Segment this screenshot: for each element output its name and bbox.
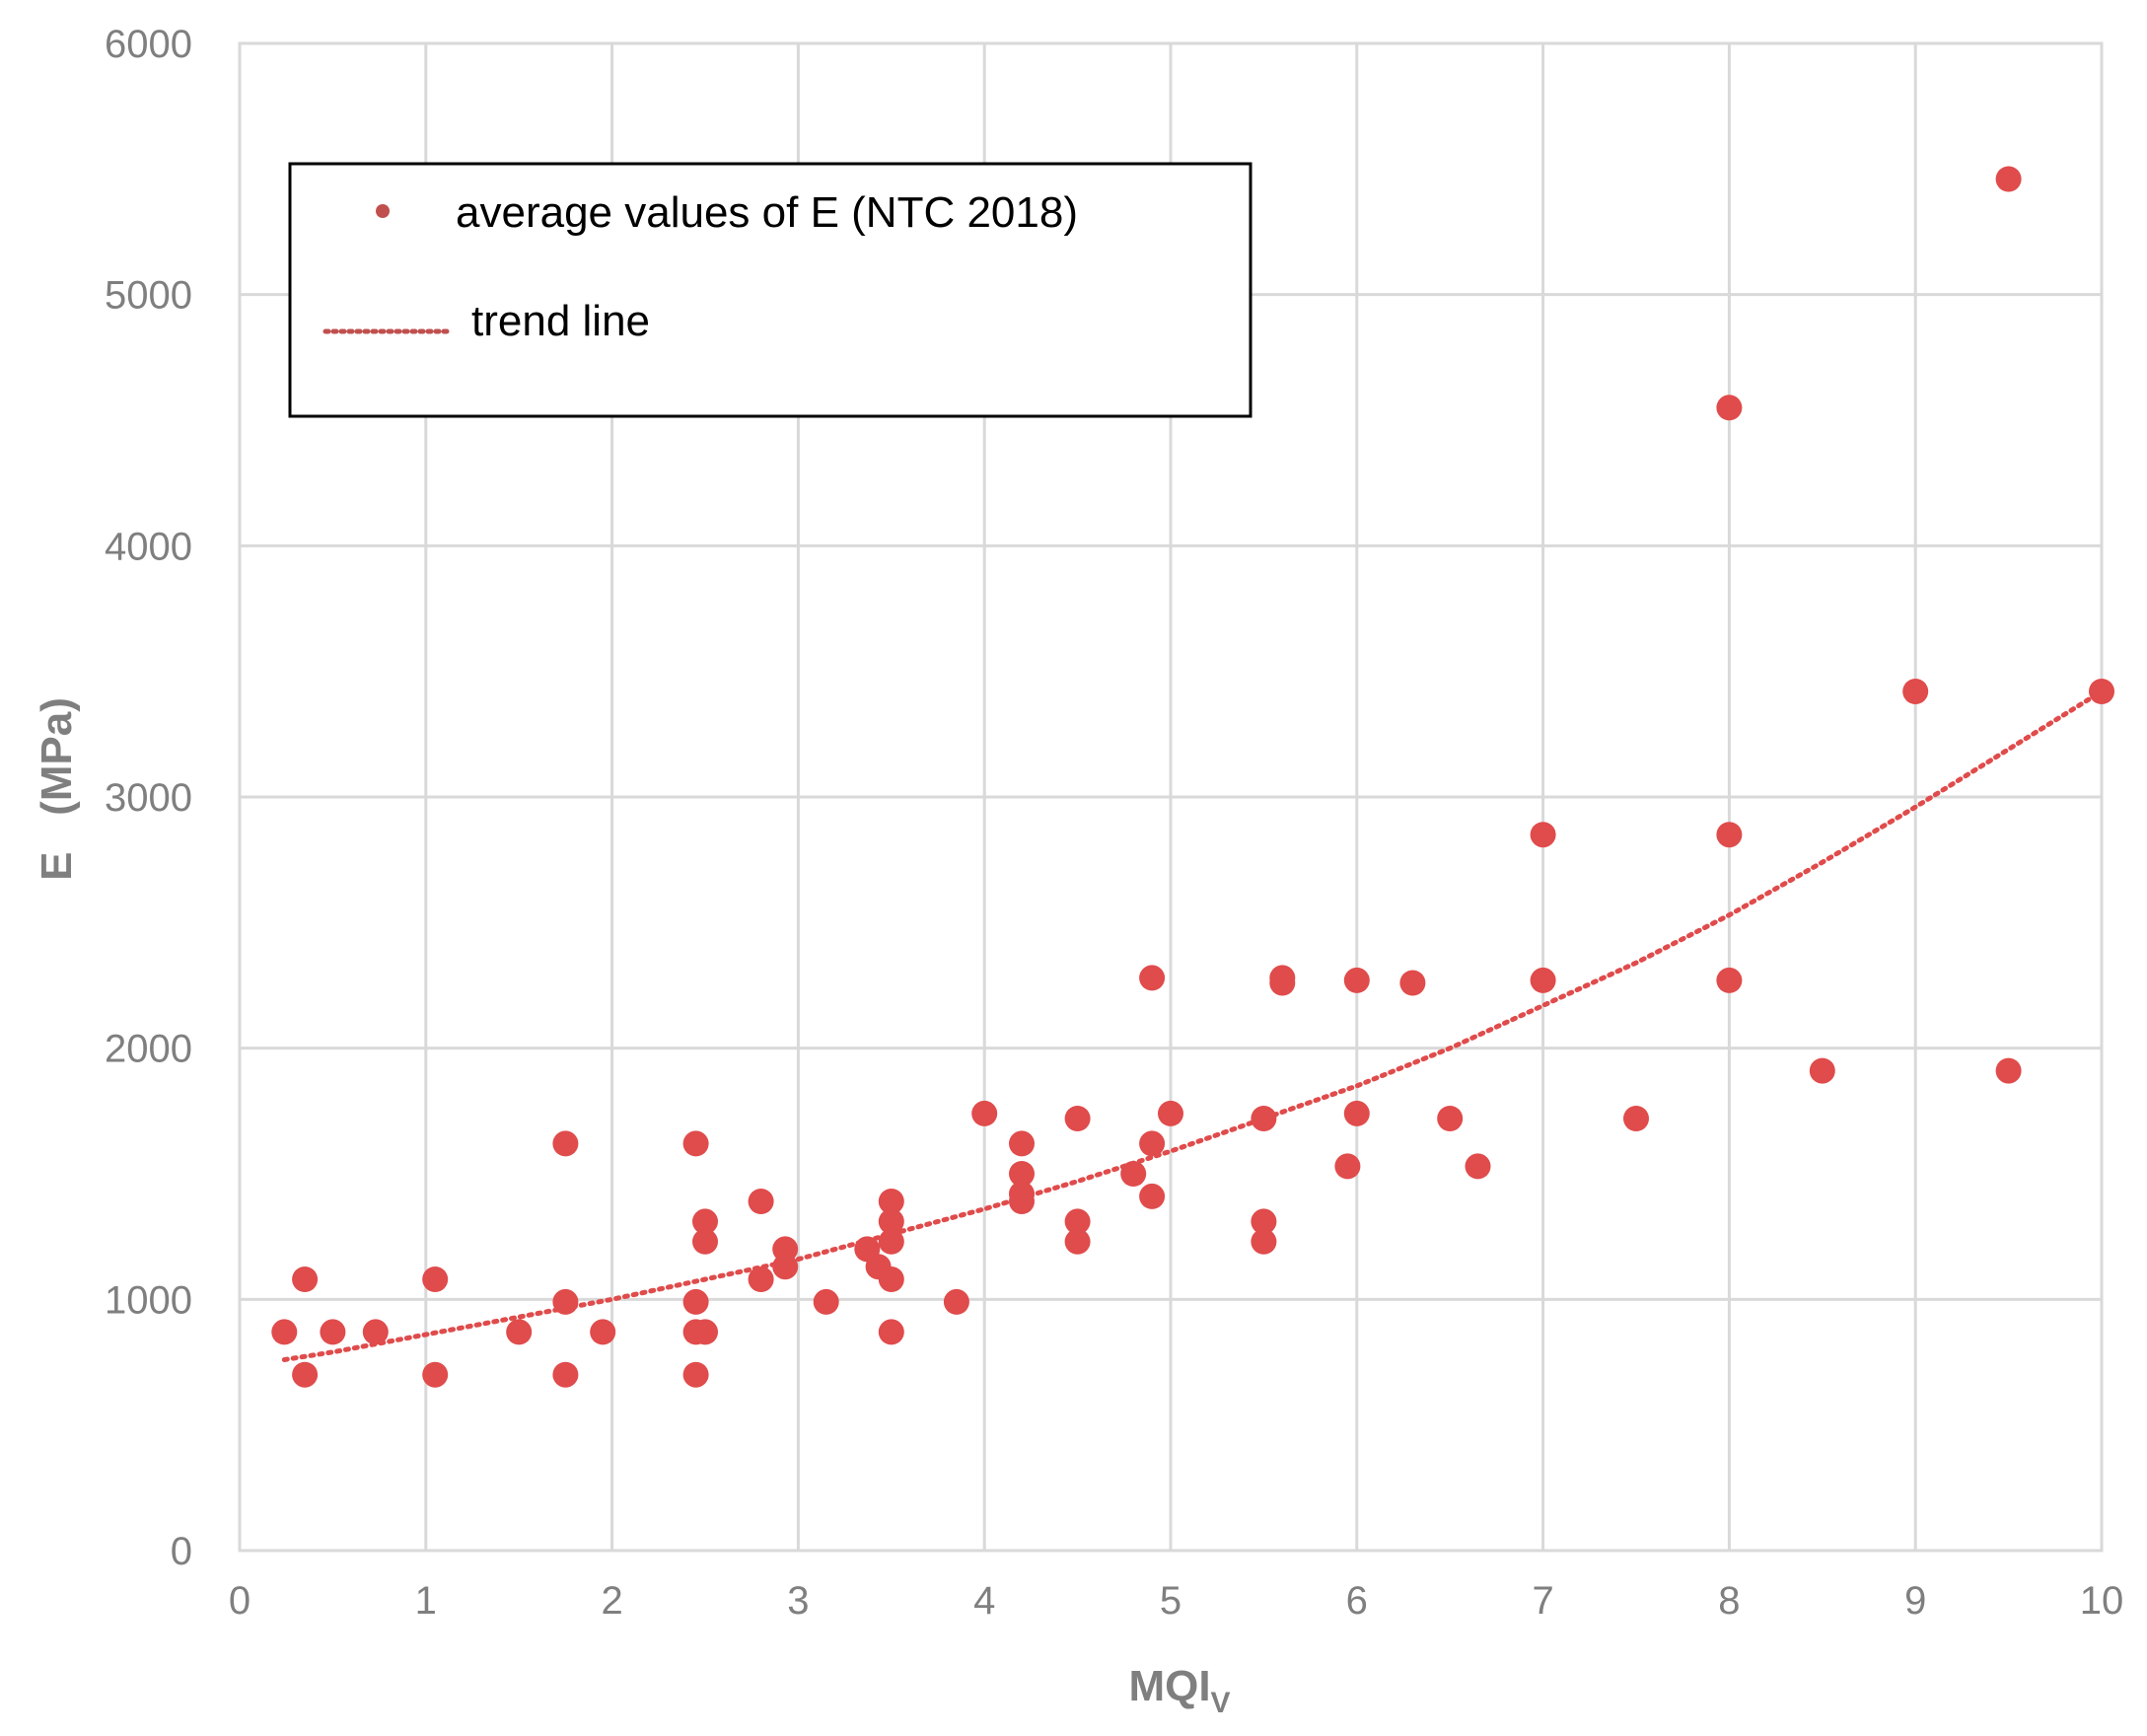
data-point-22 (772, 1254, 799, 1280)
data-point-0 (271, 1319, 298, 1345)
data-point-15 (682, 1361, 709, 1388)
data-point-21 (772, 1236, 799, 1263)
data-point-18 (692, 1319, 718, 1345)
data-point-37 (1064, 1106, 1091, 1131)
data-point-34 (1009, 1161, 1035, 1187)
x-tick-label-4: 4 (973, 1579, 995, 1623)
data-point-19 (748, 1189, 774, 1214)
data-point-45 (1251, 1106, 1277, 1131)
data-point-10 (552, 1361, 579, 1388)
y-tick-label-1: 1000 (105, 1278, 192, 1322)
x-axis-title-main: MQI (1128, 1662, 1210, 1710)
data-point-46 (1251, 1208, 1277, 1235)
data-point-63 (1902, 679, 1929, 704)
data-point-43 (1139, 1183, 1166, 1209)
trend-line (281, 688, 2105, 1362)
x-tick-label-9: 9 (1904, 1579, 1926, 1623)
data-point-60 (1716, 822, 1743, 848)
data-point-27 (878, 1208, 904, 1235)
legend: average values of E (NTC 2018) trend lin… (288, 162, 1252, 418)
data-point-64 (1995, 166, 2022, 192)
data-point-30 (878, 1319, 904, 1345)
x-tick-label-8: 8 (1718, 1579, 1740, 1623)
data-point-49 (1269, 970, 1296, 996)
data-point-40 (1120, 1161, 1147, 1187)
data-point-54 (1437, 1106, 1464, 1131)
y-tick-label-2: 2000 (105, 1028, 192, 1071)
data-point-3 (320, 1319, 346, 1345)
data-point-56 (1530, 822, 1556, 848)
data-point-28 (878, 1228, 904, 1255)
data-point-9 (552, 1288, 579, 1315)
data-point-33 (1009, 1130, 1035, 1157)
data-point-4 (362, 1319, 389, 1345)
data-points-layer (271, 166, 2114, 1388)
x-tick-label-0: 0 (229, 1579, 250, 1623)
x-tick-label-5: 5 (1160, 1579, 1181, 1623)
data-point-51 (1343, 967, 1370, 993)
data-point-61 (1716, 967, 1743, 993)
data-point-50 (1334, 1153, 1361, 1180)
data-point-23 (813, 1288, 839, 1315)
y-axis-tick-labels: 0 1000 2000 3000 4000 5000 6000 (105, 23, 192, 1573)
y-tick-label-4: 4000 (105, 525, 192, 568)
y-tick-label-5: 5000 (105, 274, 192, 318)
data-point-1 (292, 1266, 319, 1292)
y-tick-label-6: 6000 (105, 23, 192, 66)
data-point-38 (1064, 1208, 1091, 1235)
data-point-12 (682, 1130, 709, 1157)
data-point-11 (590, 1319, 616, 1345)
data-point-31 (943, 1288, 969, 1315)
data-point-62 (1809, 1057, 1835, 1084)
x-tick-label-6: 6 (1346, 1579, 1368, 1623)
data-point-36 (1009, 1189, 1035, 1214)
legend-label-trend-line: trend line (471, 297, 650, 345)
x-axis-title-subscript: V (1211, 1687, 1231, 1719)
data-point-66 (2089, 679, 2114, 704)
x-tick-label-7: 7 (1532, 1579, 1553, 1623)
data-point-7 (506, 1319, 533, 1345)
data-point-44 (1158, 1100, 1183, 1126)
data-point-58 (1623, 1106, 1649, 1131)
trend-line-layer (281, 688, 2105, 1362)
data-point-53 (1399, 970, 1426, 996)
data-point-8 (552, 1130, 579, 1157)
data-point-52 (1343, 1100, 1370, 1126)
data-point-16 (692, 1208, 718, 1235)
data-point-2 (292, 1361, 319, 1388)
plot-area-border (238, 41, 2104, 1553)
x-tick-label-2: 2 (601, 1579, 622, 1623)
data-point-65 (1995, 1057, 2022, 1084)
x-tick-label-3: 3 (787, 1579, 809, 1623)
data-point-17 (692, 1228, 718, 1255)
data-point-41 (1139, 965, 1166, 991)
data-point-6 (422, 1361, 449, 1388)
data-point-13 (682, 1288, 709, 1315)
data-point-32 (971, 1100, 998, 1126)
data-point-20 (748, 1266, 774, 1292)
x-axis-tick-labels: 0 1 2 3 4 5 6 7 8 9 10 (229, 1579, 2123, 1623)
data-point-59 (1716, 395, 1743, 421)
x-tick-label-10: 10 (2080, 1579, 2124, 1623)
x-axis-title: MQIV (1128, 1662, 1230, 1719)
y-tick-label-3: 3000 (105, 776, 192, 820)
data-point-55 (1465, 1153, 1491, 1180)
data-point-57 (1530, 967, 1556, 993)
y-axis-title: E (MPa) (33, 697, 81, 881)
x-tick-label-1: 1 (415, 1579, 437, 1623)
data-point-5 (422, 1266, 449, 1292)
data-point-29 (878, 1266, 904, 1292)
plot-frame (238, 41, 2104, 1553)
data-point-26 (878, 1189, 904, 1214)
legend-label-points: average values of E (NTC 2018) (456, 188, 1078, 237)
data-point-39 (1064, 1228, 1091, 1255)
y-tick-label-0: 0 (171, 1530, 192, 1573)
legend-marker-points (376, 204, 390, 218)
data-point-42 (1139, 1130, 1166, 1157)
data-point-47 (1251, 1228, 1277, 1255)
legend-box (288, 162, 1252, 418)
